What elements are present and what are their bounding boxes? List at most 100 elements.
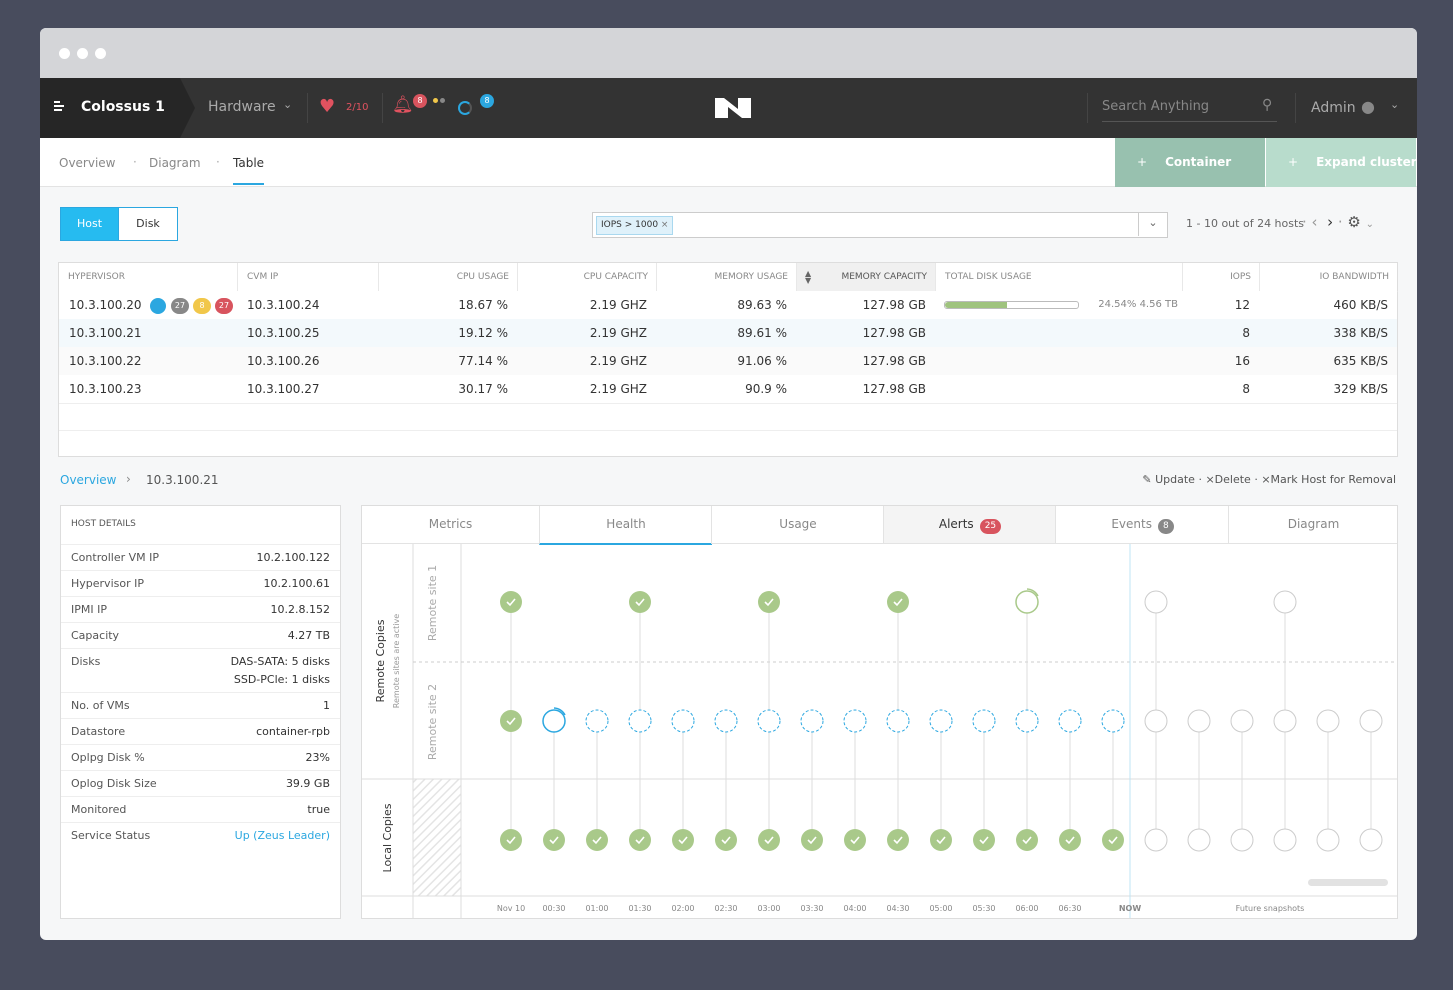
column-header[interactable]: CVM IP <box>237 263 379 292</box>
snapshot-done <box>500 710 522 732</box>
panel-tab[interactable]: Diagram <box>1228 506 1397 544</box>
chevron: ⌄ <box>283 98 293 111</box>
cell: 127.98 GB <box>862 354 926 368</box>
cell: 16 <box>1234 354 1250 368</box>
menu[interactable]: Hardware <box>208 99 276 115</box>
cell: 10.3.100.22 <box>69 354 142 368</box>
now-label: NOW <box>1119 904 1141 913</box>
disk-bar-fill <box>945 302 1007 308</box>
delete[interactable]: Delete <box>1214 473 1251 486</box>
filter-text: IOPS > 1000 <box>601 220 659 230</box>
snapshot-future <box>1187 828 1211 852</box>
check-icon <box>506 598 516 607</box>
plus-icon: + <box>1137 155 1148 169</box>
cell: 10.3.100.21 <box>69 326 142 340</box>
detail-row <box>61 718 340 745</box>
cell: 338 KB/S <box>1333 326 1388 340</box>
breadcrumb-link[interactable]: Overview <box>60 473 117 487</box>
action-label: Expand cluster <box>1316 155 1417 169</box>
detail-label: Service Status <box>71 829 151 842</box>
filter-chip[interactable]: IOPS > 1000 × <box>596 216 674 235</box>
action-button[interactable]: + Expand cluster <box>1266 138 1417 187</box>
divider <box>382 93 383 123</box>
tab[interactable]: Overview <box>59 156 116 170</box>
panel-tab[interactable]: Metrics <box>362 506 539 544</box>
toggle-button[interactable]: Disk <box>118 207 178 241</box>
search-input[interactable]: Search Anything <box>1102 99 1277 122</box>
column-header[interactable]: MEMORY USAGE <box>656 263 797 292</box>
snapshot-pending <box>1058 709 1082 733</box>
pagination: 1 - 10 out of 24 hosts <box>1186 217 1305 230</box>
detail-value: Up (Zeus Leader) <box>234 829 330 842</box>
snapshot-future <box>1273 828 1297 852</box>
hatch-area <box>413 779 461 896</box>
cell: 8 <box>1242 326 1250 340</box>
column-header[interactable]: CPU USAGE <box>378 263 518 292</box>
column-header[interactable]: IO BANDWIDTH <box>1259 263 1398 292</box>
snapshot-future <box>1144 709 1168 733</box>
snapshot-pending <box>972 709 996 733</box>
check-icon <box>635 836 645 845</box>
time-label: Nov 10 <box>497 904 525 913</box>
panel-tab[interactable]: Events 8 <box>1055 506 1229 544</box>
snapshot-done <box>1016 829 1038 851</box>
snapshot-pending <box>671 709 695 733</box>
snapshot-done <box>887 829 909 851</box>
snapshot-future <box>1144 828 1168 852</box>
snapshot-done <box>758 829 780 851</box>
cell: 8 <box>1242 382 1250 396</box>
check-icon <box>850 836 860 845</box>
snapshot-done <box>758 591 780 613</box>
column-header[interactable]: CPU CAPACITY <box>517 263 657 292</box>
snapshot-done <box>629 591 651 613</box>
column-header[interactable]: MEMORY CAPACITY <box>796 263 936 292</box>
check-icon <box>506 836 516 845</box>
check-icon <box>1108 836 1118 845</box>
check-icon <box>979 836 989 845</box>
tab[interactable]: Table <box>233 156 265 185</box>
detail-value: 10.2.100.122 <box>256 551 330 564</box>
detail-label: Oplpg Disk % <box>71 751 145 764</box>
time-label: 06:00 <box>1015 904 1038 913</box>
snapshot-done <box>672 829 694 851</box>
toggle-button[interactable]: Host <box>60 207 119 241</box>
snapshot-done <box>973 829 995 851</box>
action-button[interactable]: + Container <box>1115 138 1265 187</box>
future-label: Future snapshots <box>1236 904 1305 913</box>
action-label: Container <box>1165 155 1232 169</box>
user-name[interactable]: Admin <box>1311 100 1356 116</box>
detail-row <box>61 770 340 797</box>
dropdown: ⌄ <box>1138 212 1167 236</box>
time-label: 01:00 <box>585 904 608 913</box>
time-label: 02:00 <box>671 904 694 913</box>
cell: 91.06 % <box>737 354 787 368</box>
cell: 329 KB/S <box>1333 382 1388 396</box>
detail-value: 39.9 GB <box>285 777 330 790</box>
table-row <box>59 347 1397 376</box>
check-icon <box>807 836 817 845</box>
snapshot-done <box>500 829 522 851</box>
detail-label: Controller VM IP <box>71 551 159 564</box>
check-icon <box>936 836 946 845</box>
cell: 460 KB/S <box>1333 298 1388 312</box>
detail-row <box>61 796 340 823</box>
column-header[interactable]: HYPERVISOR <box>59 263 237 292</box>
tab-label: Health <box>606 517 646 531</box>
tab[interactable]: Diagram <box>149 156 201 170</box>
time-label: 04:30 <box>886 904 909 913</box>
update[interactable]: Update <box>1155 473 1195 486</box>
detail-row <box>61 596 340 623</box>
mark-removal[interactable]: Mark Host for Removal <box>1270 473 1396 486</box>
detail-label: Monitored <box>71 803 127 816</box>
panel-tab[interactable]: Usage <box>711 506 884 544</box>
column-header[interactable]: IOPS <box>1182 263 1260 292</box>
task-icon <box>458 101 472 115</box>
check-icon <box>1065 836 1075 845</box>
cell: 127.98 GB <box>862 382 926 396</box>
panel-tab[interactable]: Alerts 25 <box>883 506 1056 544</box>
time-label: 01:30 <box>628 904 651 913</box>
column-header[interactable]: TOTAL DISK USAGE <box>935 263 1183 292</box>
tab-label: Usage <box>779 517 817 531</box>
panel-tab[interactable]: Health <box>539 506 712 545</box>
cluster-name[interactable]: Colossus 1 <box>81 99 165 115</box>
